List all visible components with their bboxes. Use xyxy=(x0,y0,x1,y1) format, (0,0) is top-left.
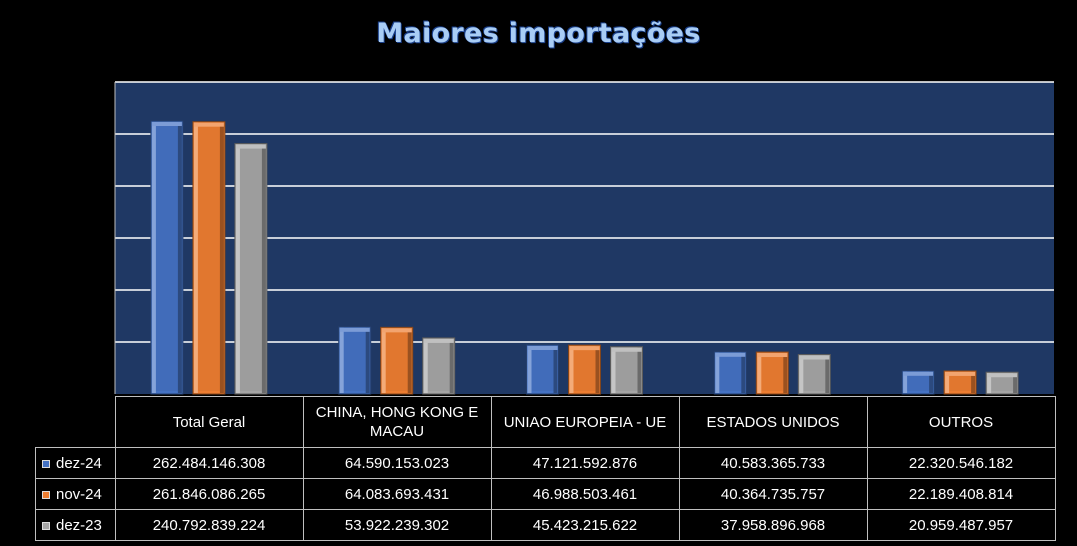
data-label: 37.958.896.968 xyxy=(678,509,868,541)
bar xyxy=(943,370,977,395)
legend-entry: dez-24 xyxy=(35,447,116,479)
legend-swatch xyxy=(42,490,50,499)
data-label: 261.846.086.265 xyxy=(114,478,304,510)
data-label: 64.083.693.431 xyxy=(302,478,492,510)
category-label: ESTADOS UNIDOS xyxy=(678,396,868,448)
bar xyxy=(985,371,1019,395)
data-label: 64.590.153.023 xyxy=(302,447,492,479)
bar xyxy=(713,351,747,395)
category-label: UNIAO EUROPEIA - UE xyxy=(490,396,680,448)
bar xyxy=(150,120,184,395)
data-label: 40.364.735.757 xyxy=(678,478,868,510)
legend-entry: dez-23 xyxy=(35,509,116,541)
table-row: nov-24 261.846.086.265 64.083.693.431 46… xyxy=(35,478,1056,510)
data-label: 262.484.146.308 xyxy=(114,447,304,479)
bar xyxy=(610,346,643,395)
bar xyxy=(901,370,935,395)
series-name: dez-24 xyxy=(56,454,102,472)
data-label: 45.423.215.622 xyxy=(490,509,680,541)
bar xyxy=(338,326,372,395)
data-label: 40.583.365.733 xyxy=(678,447,868,479)
category-label: Total Geral xyxy=(114,396,304,448)
legend-entry: nov-24 xyxy=(35,478,116,510)
bar xyxy=(797,354,831,395)
bar xyxy=(422,337,456,395)
legend-swatch xyxy=(42,459,50,468)
data-label: 53.922.239.302 xyxy=(302,509,492,541)
data-label: 46.988.503.461 xyxy=(490,478,680,510)
table-corner xyxy=(35,396,116,448)
legend-swatch xyxy=(42,521,50,530)
data-table: Total Geral CHINA, HONG KONG E MACAU UNI… xyxy=(35,396,1056,541)
data-label: 47.121.592.876 xyxy=(490,447,680,479)
chart-title: Maiores importações xyxy=(376,18,701,49)
data-label: 22.320.546.182 xyxy=(866,447,1056,479)
bar xyxy=(568,344,601,395)
data-label: 20.959.487.957 xyxy=(866,509,1056,541)
category-label: CHINA, HONG KONG E MACAU xyxy=(302,396,492,448)
bar xyxy=(755,351,789,395)
table-row: dez-24 262.484.146.308 64.590.153.023 47… xyxy=(35,447,1056,479)
series-name: dez-23 xyxy=(56,516,102,534)
bar xyxy=(192,121,226,395)
category-label: OUTROS xyxy=(866,396,1056,448)
table-row: dez-23 240.792.839.224 53.922.239.302 45… xyxy=(35,509,1056,541)
table-header-row: Total Geral CHINA, HONG KONG E MACAU UNI… xyxy=(35,396,1056,448)
data-label: 22.189.408.814 xyxy=(866,478,1056,510)
bar-chart-plot xyxy=(114,81,1054,395)
bar xyxy=(380,326,414,395)
data-label: 240.792.839.224 xyxy=(114,509,304,541)
series-name: nov-24 xyxy=(56,485,102,503)
bar xyxy=(234,143,268,395)
bar xyxy=(526,344,559,395)
